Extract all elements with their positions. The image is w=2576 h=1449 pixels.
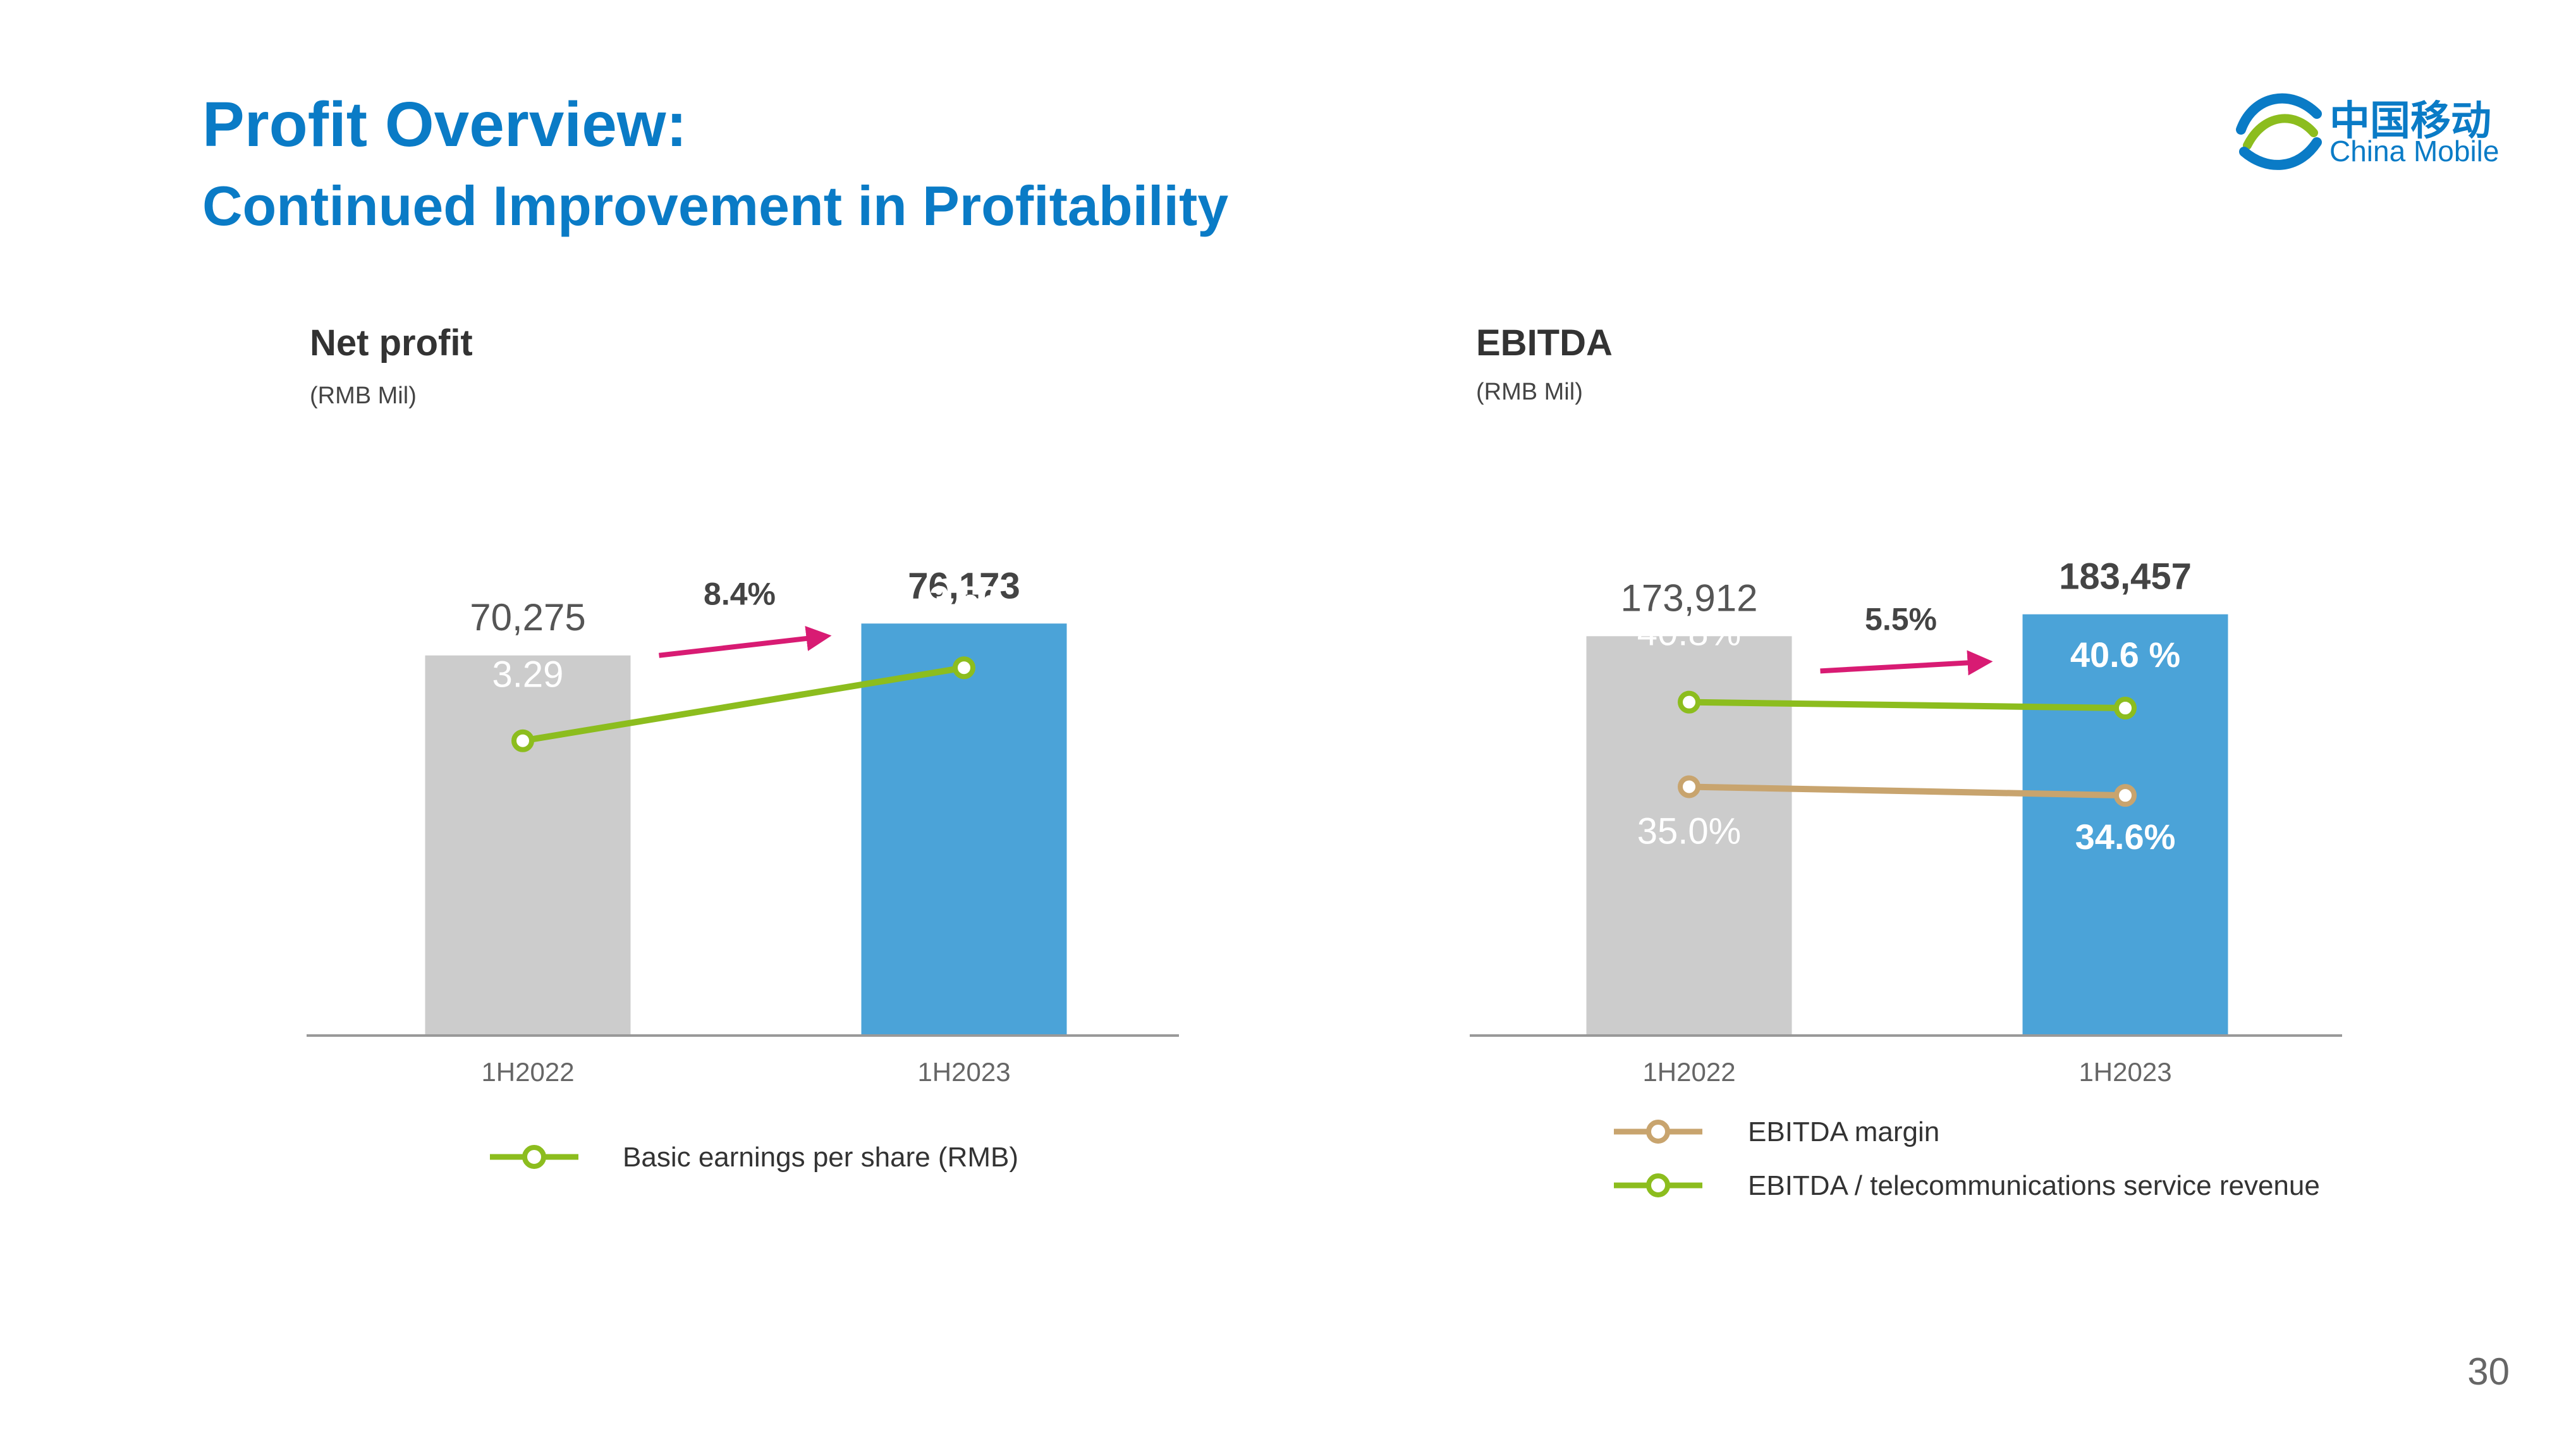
legend-marker	[1646, 1173, 1670, 1197]
series-point	[953, 656, 975, 680]
bar-value-label: 70,275	[470, 596, 586, 639]
growth-label: 5.5%	[1865, 602, 1937, 637]
growth-label: 8.4%	[704, 576, 776, 611]
point-label: 3.56	[930, 578, 999, 618]
chart-unit: (RMB Mil)	[1476, 379, 1583, 405]
legend-label: EBITDA margin	[1748, 1116, 1939, 1147]
bar-value-label: 183,457	[2059, 556, 2192, 597]
legend-marker	[522, 1145, 546, 1169]
series-line	[1688, 783, 2126, 799]
bar-1H2023	[861, 623, 1067, 1036]
slide-title: Profit Overview:	[202, 89, 687, 160]
logo-text-en: China Mobile	[2329, 135, 2500, 168]
point-label: 40.6 %	[2070, 635, 2180, 675]
growth-arrow-icon	[1820, 650, 1993, 676]
series-line	[522, 664, 965, 744]
series-point	[511, 729, 534, 752]
china-mobile-logo: 中国移动 China Mobile	[2235, 82, 2500, 177]
x-tick-label: 1H2023	[2079, 1057, 2171, 1087]
bar-1H2023	[2022, 614, 2228, 1036]
slide-subtitle: Continued Improvement in Profitability	[202, 174, 1229, 237]
series-point	[2114, 697, 2137, 719]
net-profit-chart: Net profit (RMB Mil) 70,275 1H2022 76,173 1H2…	[307, 322, 1179, 1173]
legend-label: EBITDA / telecommunications service reve…	[1748, 1170, 2320, 1201]
x-tick-label: 1H2022	[481, 1057, 574, 1087]
growth-arrow-icon	[659, 626, 832, 658]
bar-1H2022	[425, 655, 631, 1036]
chart-unit: (RMB Mil)	[310, 382, 417, 409]
page-number: 30	[2467, 1350, 2510, 1393]
logo-text-cn: 中国移动	[2329, 98, 2491, 144]
x-tick-label: 1H2022	[1642, 1057, 1735, 1087]
series-line	[1688, 699, 2126, 711]
chart-title: Net profit	[310, 322, 473, 364]
ebitda-chart: EBITDA (RMB Mil) 173,912 1H2022 183,457 1H202…	[1470, 322, 2342, 1201]
point-label: 35.0%	[1637, 810, 1741, 852]
logo-mark-icon	[2236, 93, 2322, 170]
series-point	[2114, 784, 2137, 807]
bar-value-label: 76,173	[908, 565, 1020, 606]
point-label: 34.6%	[2075, 817, 2176, 857]
point-label: 40.8%	[1637, 613, 1741, 654]
legend-label: Basic earnings per share (RMB)	[623, 1142, 1018, 1173]
bar-value-label: 173,912	[1621, 577, 1758, 619]
legend-marker	[1646, 1120, 1670, 1144]
series-point	[1678, 690, 1700, 714]
x-tick-label: 1H2023	[917, 1057, 1010, 1087]
point-label: 3.29	[492, 654, 564, 695]
chart-title: EBITDA	[1476, 322, 1613, 364]
series-point	[1678, 775, 1700, 798]
